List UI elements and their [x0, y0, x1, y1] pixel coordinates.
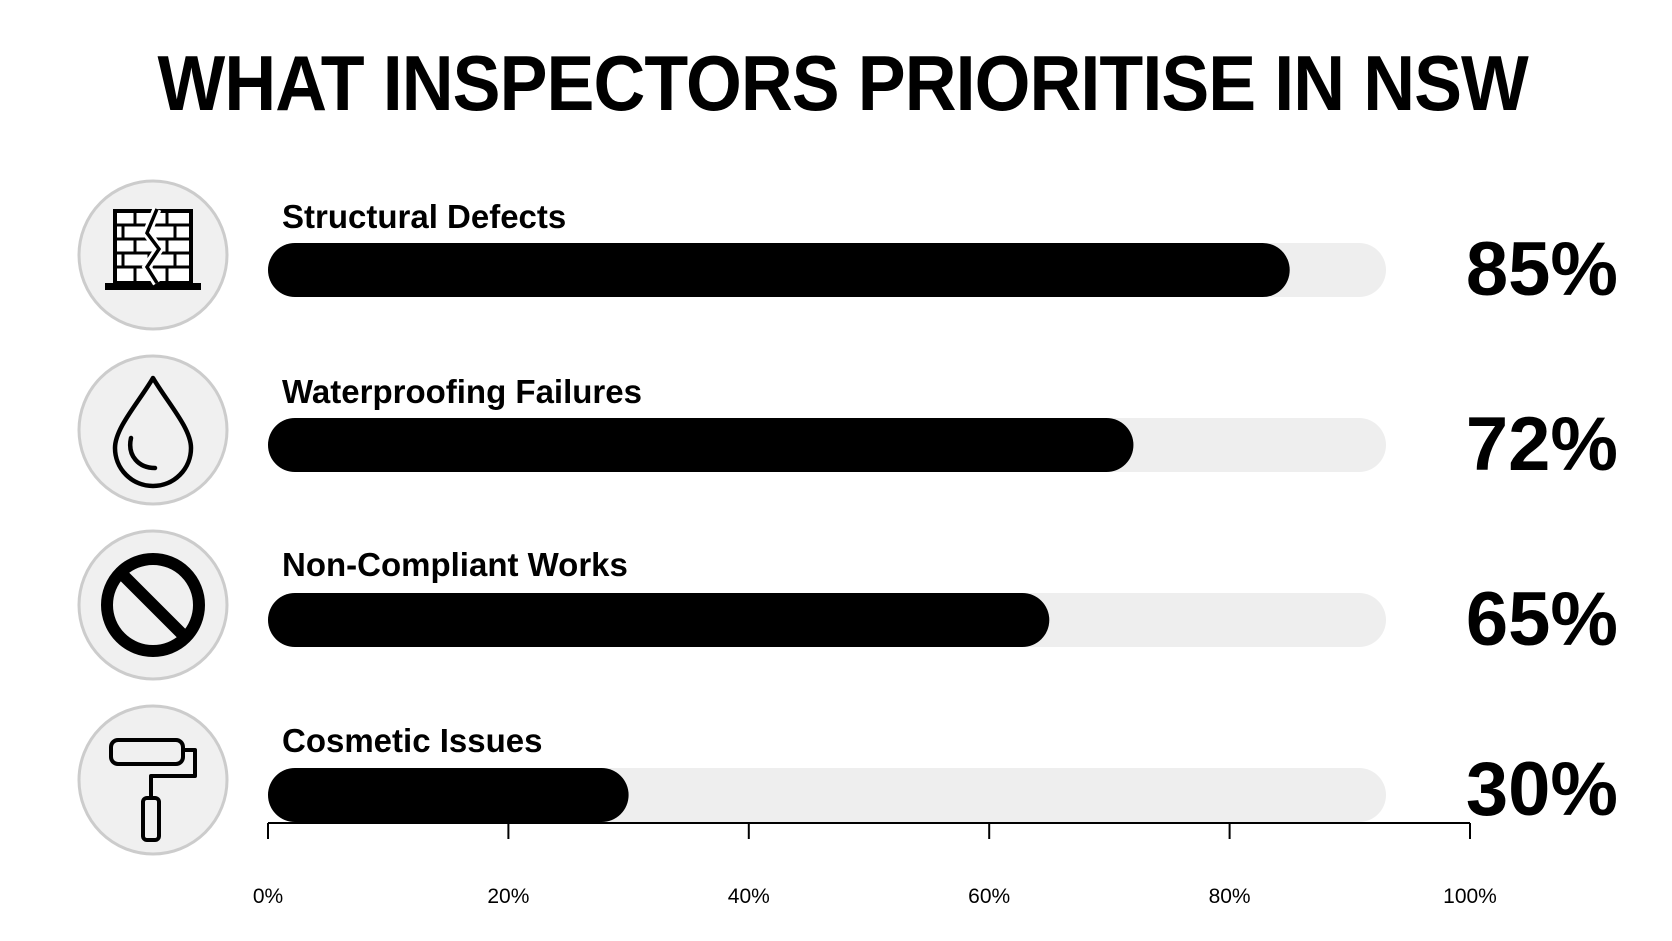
category-label: Waterproofing Failures — [282, 373, 642, 410]
value-label: 65% — [1466, 577, 1618, 662]
paint-roller-icon — [77, 704, 229, 856]
value-label: 72% — [1466, 402, 1618, 487]
bar-non-compliant-works — [268, 593, 1050, 647]
water-drop-icon — [77, 354, 229, 506]
cracked-brick-wall-icon — [77, 179, 229, 331]
x-tick-label: 100% — [1443, 885, 1497, 908]
x-tick-label: 40% — [728, 885, 770, 908]
bar-cosmetic-issues — [268, 768, 629, 822]
x-tick-label: 20% — [487, 885, 529, 908]
x-tick-label: 0% — [253, 885, 283, 908]
category-label: Cosmetic Issues — [282, 722, 542, 759]
bar-structural-defects — [268, 243, 1290, 297]
value-label: 30% — [1466, 747, 1618, 832]
x-tick-label: 60% — [968, 885, 1010, 908]
bar-waterproofing-failures — [268, 418, 1134, 472]
chart-title: WHAT INSPECTORS PRIORITISE IN NSW — [157, 39, 1529, 127]
x-tick-label: 80% — [1209, 885, 1251, 908]
category-label: Structural Defects — [282, 198, 566, 235]
prohibited-icon — [77, 529, 229, 681]
value-label: 85% — [1466, 227, 1618, 312]
category-label: Non-Compliant Works — [282, 546, 628, 583]
